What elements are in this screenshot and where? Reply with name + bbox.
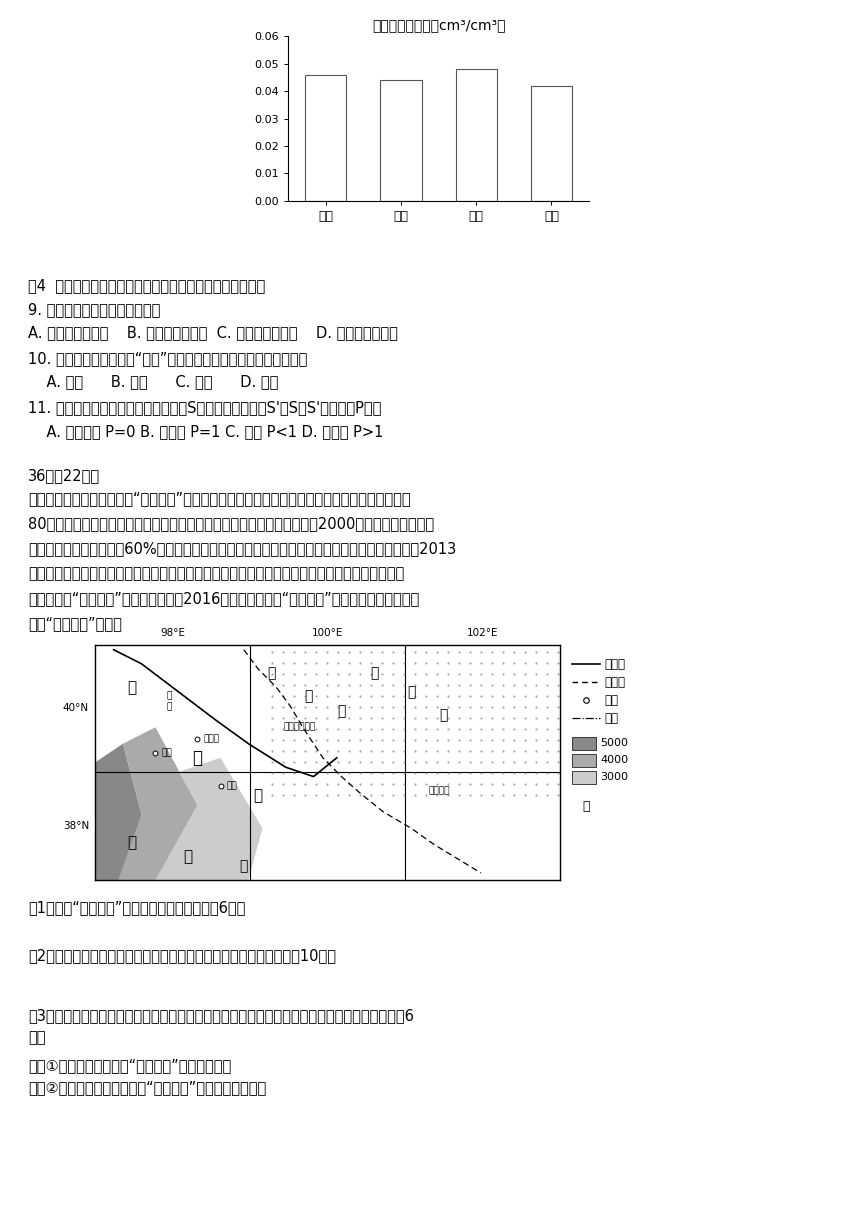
Text: 市镇: 市镇 xyxy=(604,693,618,706)
Text: 80年代，乌江镇引进外地高产品种，传统的乌江贡米种植面积逐年委缩。2000年，黑河开始实行分: 80年代，乌江镇引进外地高产品种，传统的乌江贡米种植面积逐年委缩。2000年，黑… xyxy=(28,516,434,531)
Text: （2）分析张揚能够建成国家级优质玉米种子生产基地的自然原因。（10分）: （2）分析张揚能够建成国家级优质玉米种子生产基地的自然原因。（10分） xyxy=(28,948,336,963)
Text: 3000: 3000 xyxy=(600,772,628,782)
Text: 10. 导致梭梭根区土壤的“湿岛”效应夏季较春季更明显的主导因素是: 10. 导致梭梭根区土壤的“湿岛”效应夏季较春季更明显的主导因素是 xyxy=(28,351,307,366)
Text: 问题①：分析乌江镇恢复“乌江贡米”生产的原因。: 问题①：分析乌江镇恢复“乌江贡米”生产的原因。 xyxy=(28,1058,231,1073)
Text: 9. 枯树根区含水率最高的原因是: 9. 枯树根区含水率最高的原因是 xyxy=(28,302,160,317)
Text: 省: 省 xyxy=(240,858,248,873)
Text: 98°E: 98°E xyxy=(160,627,185,638)
Text: 自: 自 xyxy=(370,666,378,680)
Bar xyxy=(456,69,497,201)
Text: 海: 海 xyxy=(183,849,193,865)
Text: 年被农业部认定为国家级杂交玉米种子生产基地。由于制种玉米面积产値逐年上扬，水稻种植面积: 年被农业部认定为国家级杂交玉米种子生产基地。由于制种玉米面积产値逐年上扬，水稻种… xyxy=(28,565,404,581)
Polygon shape xyxy=(95,744,142,880)
Text: 100°E: 100°E xyxy=(312,627,343,638)
Bar xyxy=(531,86,572,201)
Text: 4000: 4000 xyxy=(600,755,628,765)
Text: 图: 图 xyxy=(582,800,589,814)
Title: 全年土壤含水率（cm³/cm³）: 全年土壤含水率（cm³/cm³） xyxy=(372,18,506,33)
Text: A. 融雪      B. 风沙      C. 降水      D. 蒸发: A. 融雪 B. 风沙 C. 降水 D. 蒸发 xyxy=(28,375,279,389)
Text: 问题②：为栽培示范基地种植“乌江贡米”提出合理化建议。: 问题②：为栽培示范基地种植“乌江贡米”提出合理化建议。 xyxy=(28,1080,267,1094)
Text: 乌江镇: 乌江镇 xyxy=(203,734,219,743)
Text: 酒泉: 酒泉 xyxy=(162,749,172,758)
Text: 逐年缩减，“乌江贡米”几近销声匿迹。2016年，乌江镇建起“乌江贡米”标准化栽培示范基地，: 逐年缩减，“乌江贡米”几近销声匿迹。2016年，乌江镇建起“乌江贡米”标准化栽培… xyxy=(28,591,420,606)
Bar xyxy=(380,80,421,201)
Text: 青: 青 xyxy=(127,835,137,850)
Bar xyxy=(572,754,596,767)
Bar xyxy=(572,771,596,784)
Polygon shape xyxy=(119,727,197,880)
Text: （1）说明“乌江贡米”几近销声匿迹的原因。（6分）: （1）说明“乌江贡米”几近销声匿迹的原因。（6分） xyxy=(28,900,245,914)
Bar xyxy=(305,75,347,201)
Text: A. 树冠集水作用强    B. 无蔻腾作用消耗  C. 树冠遁蚕效果好    D. 土壤硬化下渗弱: A. 树冠集水作用强 B. 无蔻腾作用消耗 C. 树冠遁蚕效果好 D. 土壤硬化… xyxy=(28,325,398,340)
Text: 恢复“乌江贡米”生产。: 恢复“乌江贡米”生产。 xyxy=(28,617,122,631)
Text: （3）请在下列两个问题中，选择其中一个问题作答。如果多做，则按所做的第一个问题计分。（6: （3）请在下列两个问题中，选择其中一个问题作答。如果多做，则按所做的第一个问题计… xyxy=(28,1008,414,1023)
Text: 38°N: 38°N xyxy=(63,821,89,831)
Polygon shape xyxy=(156,758,262,880)
Text: 5000: 5000 xyxy=(600,738,628,748)
Text: 分）: 分） xyxy=(28,1030,46,1045)
Text: 36．（22分）: 36．（22分） xyxy=(28,468,100,483)
Text: 102°E: 102°E xyxy=(467,627,498,638)
Text: 肃: 肃 xyxy=(193,749,202,767)
Text: 省: 省 xyxy=(253,788,262,803)
Text: 常流河: 常流河 xyxy=(604,658,625,670)
Text: 图4  新疆北部沙漠中不同树龄阶段梭梭根区全年土壤含水率: 图4 新疆北部沙漠中不同树龄阶段梭梭根区全年土壤含水率 xyxy=(28,278,265,293)
Text: 区: 区 xyxy=(439,709,448,722)
Text: 40°N: 40°N xyxy=(63,703,89,714)
Text: 古: 古 xyxy=(337,704,346,717)
Text: A. 春秋分日 P=0 B. 夏至日 P=1 C. 全年 P<1 D. 冬至日 P>1: A. 春秋分日 P=0 B. 夏至日 P=1 C. 全年 P<1 D. 冬至日 … xyxy=(28,424,384,439)
Text: 11. 若北疆梭梭树冠的垂直俧视面积为S，正午树萤面积为S'，S与S'的比値为P，则: 11. 若北疆梭梭树冠的垂直俧视面积为S，正午树萤面积为S'，S与S'的比値为P… xyxy=(28,400,381,415)
Text: 巴丹吉林沙漠: 巴丹吉林沙漠 xyxy=(284,722,316,732)
Text: 腾里沙漠: 腾里沙漠 xyxy=(428,787,450,795)
Text: 治: 治 xyxy=(407,685,415,699)
Text: 蒙: 蒙 xyxy=(304,689,313,704)
Text: 水制（每年将上游来水的60%分给下游），此后，张揚市大力推进节水农业，发展种子繁育农业。2013: 水制（每年将上游来水的60%分给下游），此后，张揚市大力推进节水农业，发展种子繁… xyxy=(28,541,457,556)
Bar xyxy=(572,737,596,750)
Text: 内: 内 xyxy=(267,666,276,680)
Text: 黑
河: 黑 河 xyxy=(167,692,172,711)
Text: 时令河: 时令河 xyxy=(604,676,625,688)
Text: 省界: 省界 xyxy=(604,711,618,725)
Text: 乌江镇位于黑河中游，盛产“乌江贡米”。乌江贡米种植始于唐代，生长周期长，品质优良。上世纪: 乌江镇位于黑河中游，盛产“乌江贡米”。乌江贡米种植始于唐代，生长周期长，品质优良… xyxy=(28,491,410,506)
Text: 甘: 甘 xyxy=(127,680,137,694)
Text: 张掖: 张掖 xyxy=(226,782,237,790)
